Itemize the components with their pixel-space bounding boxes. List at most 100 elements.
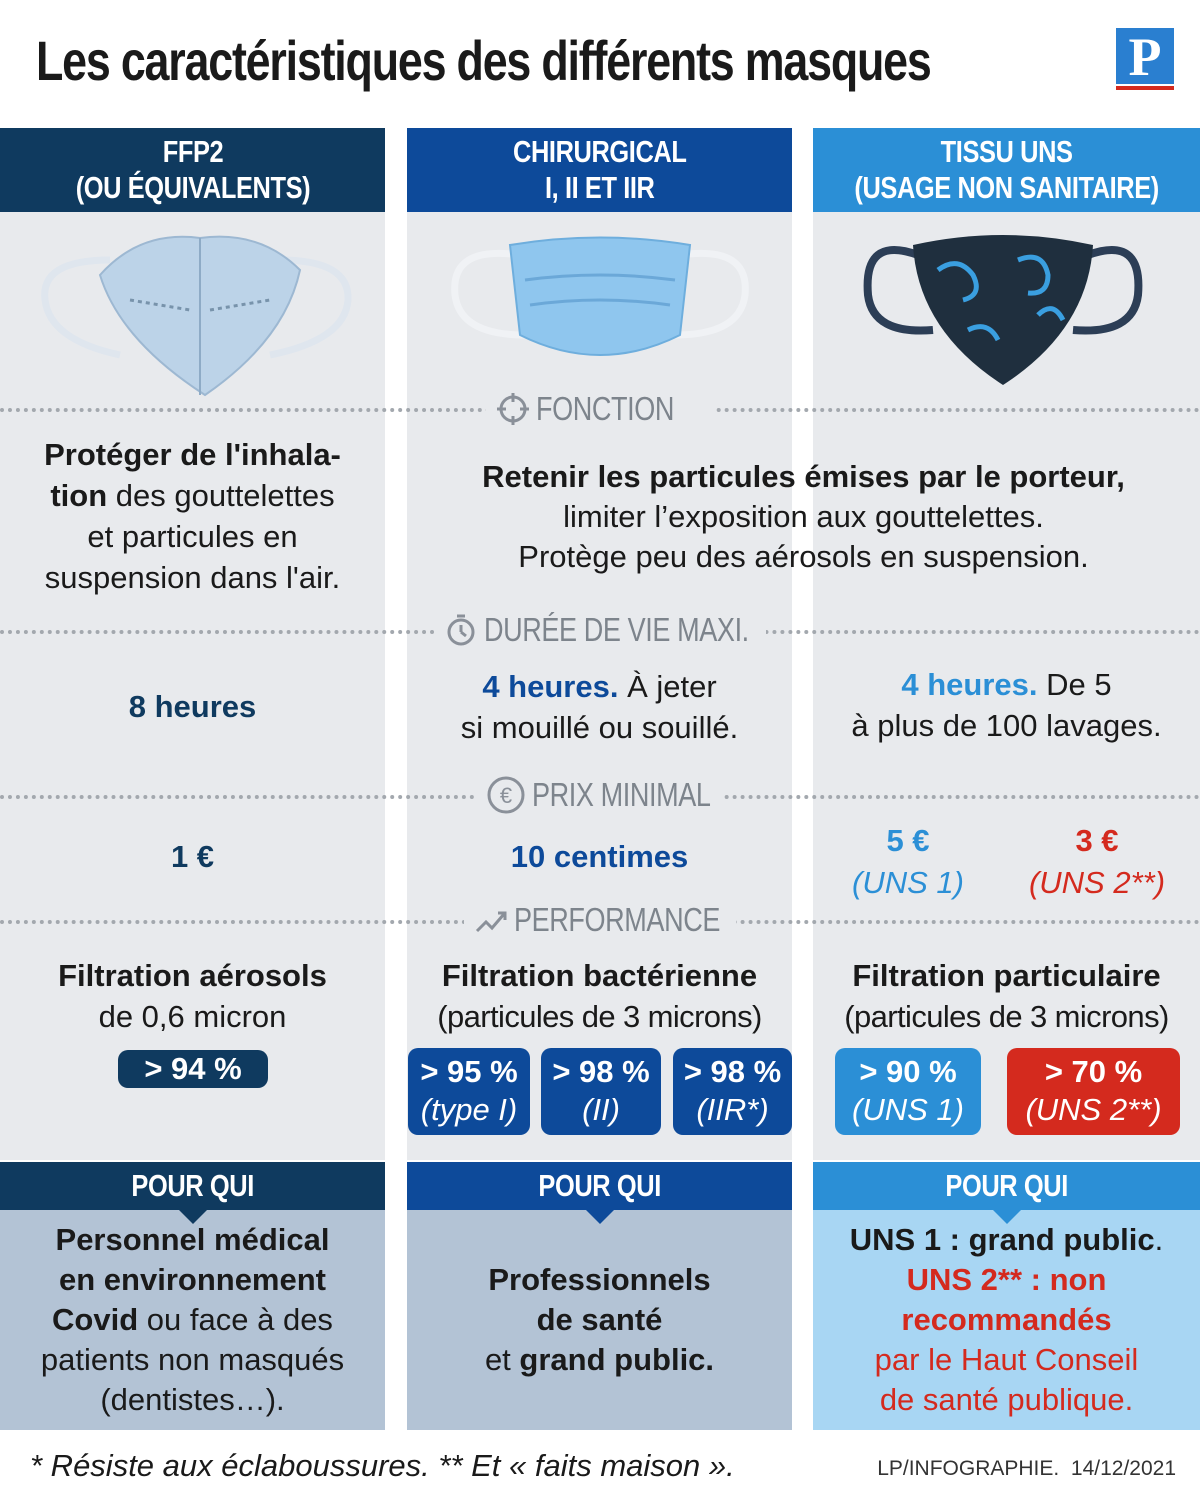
decoration: FFP2 (OU ÉQUIVALENTS) — [75, 134, 310, 206]
text: 4 heures. — [901, 667, 1038, 702]
credit: LP/INFOGRAPHIE. 14/12/2021 — [877, 1457, 1176, 1480]
badge: > 95 % (type I) — [408, 1048, 530, 1135]
for-whom-header: POUR QUI — [0, 1162, 385, 1224]
price-ffp2: 1 € — [170, 839, 215, 874]
text: À jeter — [627, 669, 717, 704]
decoration — [456, 614, 467, 638]
decoration — [447, 618, 475, 646]
timer-icon — [447, 614, 475, 646]
decoration — [508, 236, 692, 356]
text: UNS 1 : grand public — [849, 1222, 1155, 1257]
badge: > 90 % (UNS 1) — [835, 1048, 981, 1135]
decoration — [129, 298, 271, 312]
text: FFP2 — [162, 134, 223, 169]
decoration: € PRIX MINIMAL — [475, 775, 725, 815]
text: en environnement — [59, 1262, 326, 1297]
text: (UNS 1) — [852, 865, 964, 900]
decoration: UNS 1 : grand public. UNS 2** : non recomm… — [813, 1220, 1200, 1420]
function-other: Retenir les particules émises par le por… — [407, 457, 1200, 577]
column-header: TISSU UNS (USAGE NON SANITAIRE) — [813, 128, 1200, 212]
ffp2-mask — [41, 235, 352, 397]
title: Les caractéristiques des différents masq… — [36, 29, 932, 92]
perf-surgical: Filtration bactérienne (particules de 3 m… — [407, 955, 792, 1037]
price-uns2: 3 € (UNS 2**) — [1012, 820, 1182, 904]
decoration — [585, 1210, 614, 1224]
text: des gouttelettes — [115, 478, 335, 513]
footnote: * Résiste aux éclaboussures. ** Et « fai… — [30, 1448, 735, 1483]
text: > 98 % — [683, 1054, 782, 1089]
text: DURÉE DE VIE MAXI. — [483, 611, 749, 648]
decoration — [41, 256, 121, 359]
text: Filtration bactérienne — [441, 958, 758, 993]
decoration: PERFORMANCE — [464, 900, 736, 940]
decoration — [487, 776, 525, 814]
target-icon — [496, 393, 529, 425]
lifetime-surgical: 4 heures. À jeter si mouillé ou souillé. — [407, 666, 792, 748]
decoration — [524, 273, 676, 307]
text: à plus de 100 lavages. — [851, 708, 1162, 743]
logo-underline — [1116, 86, 1174, 90]
text: > 90 % — [859, 1054, 957, 1089]
text: patients non masqués — [40, 1342, 345, 1377]
decoration — [992, 1210, 1021, 1224]
text: Personnel médical — [55, 1222, 330, 1257]
text: (UNS 2**) — [1028, 865, 1166, 900]
text: et particules en — [87, 519, 298, 554]
euro-icon: € — [487, 776, 525, 814]
text: si mouillé ou souillé. — [460, 710, 739, 745]
text: (dentistes…). — [100, 1382, 285, 1417]
for-whom-header: POUR QUI — [407, 1162, 792, 1224]
perf-ffp2: Filtration aérosols de 0,6 micron — [0, 955, 385, 1037]
price-surgical: 10 centimes — [510, 839, 689, 874]
trend-icon — [476, 911, 507, 933]
lifetime-fabric: 4 heures. De 5 à plus de 100 lavages. — [813, 664, 1200, 746]
text: De 5 — [1046, 667, 1112, 702]
text: 4 heures. — [482, 669, 619, 704]
section-label: € PRIX MINIMAL — [0, 775, 1200, 824]
text: de santé publique. — [879, 1382, 1134, 1417]
text: tion — [50, 478, 108, 513]
decoration — [1072, 246, 1143, 335]
text: (type I) — [420, 1092, 518, 1127]
decoration: Personnel médical en environnement Covid o… — [0, 1220, 385, 1420]
decoration — [476, 911, 507, 933]
text: suspension dans l'air. — [44, 560, 341, 595]
lifetime-ffp2: 8 heures — [128, 689, 257, 724]
decoration: € — [500, 783, 512, 808]
text: Protège peu des aérosols en suspension. — [518, 539, 1089, 574]
text: (particules de 3 microns) — [437, 999, 762, 1034]
badge: > 70 % (UNS 2**) — [1007, 1048, 1180, 1135]
text: recommandés — [901, 1302, 1112, 1337]
text: Covid — [52, 1302, 139, 1337]
badge: > 94 % — [118, 1050, 268, 1088]
badge: > 98 % (II) — [541, 1048, 661, 1135]
text: de santé — [536, 1302, 663, 1337]
text: POUR QUI — [538, 1168, 661, 1203]
text: PERFORMANCE — [514, 901, 721, 938]
decoration — [451, 249, 526, 339]
text: de 0,6 micron — [98, 999, 287, 1034]
text: Protéger de l'inhala- — [44, 437, 341, 472]
text: CHIRURGICAL — [512, 134, 687, 169]
text: UNS 2** : non — [906, 1262, 1107, 1297]
text: (IIR*) — [696, 1092, 769, 1127]
perf-fabric: Filtration particulaire (particules de 3 … — [813, 955, 1200, 1037]
decoration — [496, 393, 529, 425]
text: Retenir les particules émises par le por… — [482, 459, 1125, 494]
decoration: CHIRURGICAL I, II ET IIR — [512, 134, 687, 206]
badge: > 98 % (IIR*) — [673, 1048, 792, 1135]
text: Professionnels — [488, 1262, 711, 1297]
text: Filtration aérosols — [58, 958, 327, 993]
text: (UNS 2**) — [1025, 1092, 1162, 1127]
decoration — [269, 256, 352, 359]
column-header: CHIRURGICAL I, II ET IIR — [407, 128, 792, 212]
decoration — [913, 235, 1093, 385]
column-bg — [407, 212, 792, 1160]
text: Filtration particulaire — [852, 958, 1161, 993]
text: PRIX MINIMAL — [531, 776, 711, 813]
for-whom-surgical: Professionnels de santé et grand public. — [407, 1210, 792, 1430]
text: FONCTION — [535, 390, 674, 427]
text: ou face à des — [146, 1302, 333, 1337]
text: (OU ÉQUIVALENTS) — [75, 170, 310, 205]
